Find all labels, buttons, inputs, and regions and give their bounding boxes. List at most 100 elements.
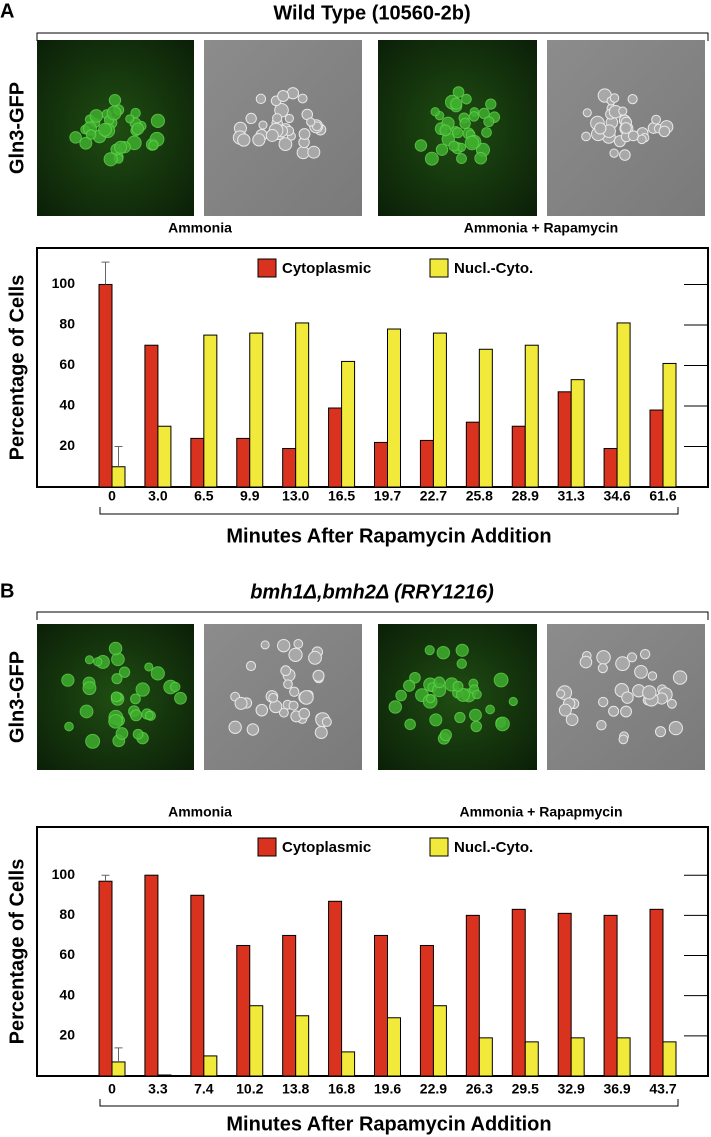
cell bbox=[255, 703, 269, 717]
cell bbox=[288, 647, 303, 662]
bar bbox=[282, 448, 297, 488]
bar bbox=[662, 362, 677, 488]
cell bbox=[481, 127, 492, 138]
bar bbox=[282, 934, 297, 1077]
cell bbox=[289, 686, 300, 697]
x-tick-label: 34.6 bbox=[603, 488, 630, 504]
cell bbox=[452, 127, 464, 139]
y-tick-label: 100 bbox=[52, 866, 76, 882]
cell bbox=[620, 705, 632, 718]
cell bbox=[634, 665, 648, 679]
x-tick-label: 3.0 bbox=[148, 488, 168, 504]
legend-swatch bbox=[257, 837, 277, 857]
y-tick-label: 80 bbox=[59, 906, 75, 922]
cell bbox=[108, 94, 122, 107]
cell bbox=[409, 671, 421, 684]
cell bbox=[278, 137, 293, 151]
panel-label: A bbox=[0, 0, 14, 22]
cell bbox=[148, 140, 159, 151]
bar bbox=[603, 914, 618, 1077]
cell bbox=[228, 720, 242, 734]
cell bbox=[255, 93, 267, 105]
cell bbox=[298, 128, 311, 140]
cell bbox=[667, 698, 677, 709]
cell bbox=[61, 673, 75, 687]
micrograph bbox=[378, 40, 537, 216]
cell bbox=[461, 93, 472, 105]
x-tick-label: 22.7 bbox=[420, 488, 447, 504]
cell bbox=[439, 728, 452, 742]
bar bbox=[511, 908, 526, 1077]
cell bbox=[464, 135, 480, 151]
bar bbox=[157, 425, 172, 488]
bar bbox=[478, 348, 493, 488]
cell bbox=[395, 689, 407, 702]
bar bbox=[570, 379, 585, 488]
legend-label: Nucl.-Cyto. bbox=[454, 839, 533, 856]
cell bbox=[565, 713, 579, 727]
x-tick-label: 29.5 bbox=[512, 1081, 539, 1097]
cell bbox=[626, 652, 638, 663]
cell bbox=[639, 648, 651, 660]
bar bbox=[341, 360, 356, 488]
bar bbox=[328, 407, 343, 488]
bar bbox=[144, 874, 159, 1077]
cell bbox=[114, 140, 128, 154]
cell bbox=[558, 703, 572, 717]
cell bbox=[111, 652, 125, 667]
bar bbox=[524, 1041, 539, 1077]
cell bbox=[150, 113, 165, 128]
bar bbox=[662, 1041, 677, 1077]
cell bbox=[429, 713, 443, 727]
bar bbox=[328, 900, 343, 1077]
cell bbox=[581, 131, 591, 142]
bar bbox=[203, 334, 218, 488]
cell bbox=[307, 145, 321, 159]
cell bbox=[144, 710, 154, 721]
plot-frame bbox=[36, 826, 709, 1077]
x-tick-label: 9.9 bbox=[240, 488, 260, 504]
cell bbox=[306, 117, 316, 127]
image-label: Ammonia + Rapapmycin bbox=[460, 804, 623, 820]
cell bbox=[582, 108, 592, 118]
legend-swatch bbox=[429, 837, 449, 857]
cell bbox=[596, 720, 607, 731]
panel-title: bmh1Δ,bmh2Δ (RRY1216) bbox=[250, 581, 494, 603]
cell bbox=[424, 645, 435, 656]
cell bbox=[651, 114, 662, 125]
image-label: Ammonia bbox=[168, 220, 232, 236]
cell bbox=[237, 133, 251, 147]
cell bbox=[618, 106, 628, 116]
error-bar bbox=[101, 874, 110, 882]
x-tick-label: 13.0 bbox=[282, 488, 309, 504]
x-tick-label: 0 bbox=[108, 1081, 116, 1097]
bar bbox=[236, 437, 251, 488]
cell bbox=[130, 693, 141, 705]
micrograph bbox=[204, 40, 362, 216]
micrograph-bg bbox=[37, 40, 194, 216]
x-tick-label: 43.7 bbox=[649, 1081, 676, 1097]
cell bbox=[452, 86, 465, 98]
cell bbox=[234, 696, 248, 710]
y-tick-label: 100 bbox=[52, 275, 76, 291]
bar bbox=[249, 332, 264, 488]
x-bracket bbox=[99, 1099, 679, 1107]
cell bbox=[69, 131, 82, 144]
cell bbox=[621, 691, 634, 704]
x-tick-label: 22.9 bbox=[420, 1081, 447, 1097]
cell bbox=[436, 645, 451, 660]
bar bbox=[111, 1061, 126, 1077]
cell bbox=[115, 727, 129, 740]
bar bbox=[249, 1005, 264, 1077]
cell bbox=[456, 687, 471, 702]
cell bbox=[470, 720, 482, 733]
y-tick-label: 80 bbox=[59, 316, 75, 332]
cell bbox=[388, 700, 402, 714]
micrograph bbox=[547, 624, 705, 770]
bar bbox=[557, 391, 572, 488]
cell bbox=[110, 691, 122, 703]
cell bbox=[456, 658, 467, 669]
bar bbox=[111, 466, 126, 488]
